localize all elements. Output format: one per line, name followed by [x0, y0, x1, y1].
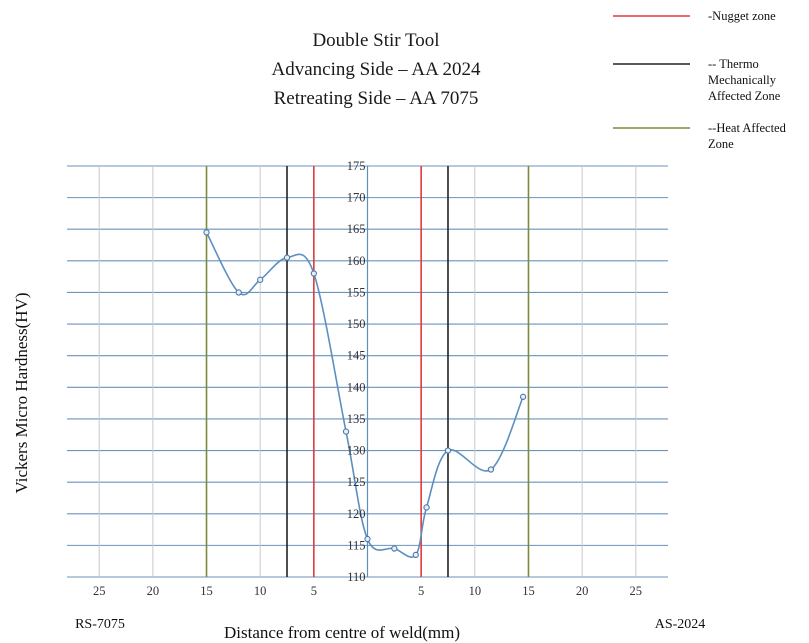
- y-tick-label: 140: [347, 380, 366, 394]
- x-tick-label: 15: [200, 584, 213, 598]
- chart-title: Double Stir Tool Advancing Side – AA 202…: [272, 30, 481, 109]
- x-tick-label: 25: [630, 584, 643, 598]
- data-point: [235, 289, 242, 296]
- y-tick-labels: 110 115 120 125 130 135 140 145 150 155 160 165 170 1…: [347, 159, 366, 584]
- x-tick-labels: 25 20 15 10 5 5 10 15 20 25: [93, 584, 642, 598]
- data-point: [444, 447, 452, 454]
- y-tick-label: 160: [347, 254, 366, 268]
- chart-title-line-3: Retreating Side – AA 7075: [274, 88, 479, 109]
- data-point: [257, 276, 264, 283]
- y-tick-label: 170: [347, 191, 366, 205]
- legend-entry-text: Mechanically: [708, 73, 777, 87]
- data-point: [364, 535, 371, 543]
- data-point: [342, 428, 350, 435]
- chart-grid: [67, 165, 668, 578]
- y-tick-label: 110: [347, 570, 365, 584]
- y-tick-label: 145: [347, 349, 366, 363]
- x-tick-label: 20: [147, 584, 160, 598]
- x-tick-label: 25: [93, 584, 106, 598]
- legend-entry-text: -Nugget zone: [708, 9, 776, 23]
- y-tick-label: 150: [347, 317, 366, 331]
- data-point: [391, 545, 398, 552]
- legend-entry-text: Affected Zone: [708, 89, 781, 103]
- x-tick-label: 10: [254, 584, 267, 598]
- data-series: [203, 229, 527, 559]
- chart-title-line-1: Double Stir Tool: [312, 30, 439, 51]
- legend-entry-text: -- Thermo: [708, 57, 759, 71]
- data-point: [487, 466, 495, 473]
- x-left-side-label: RS-7075: [75, 617, 125, 632]
- y-tick-label: 130: [347, 444, 366, 458]
- legend-entry-text: --Heat Affected: [708, 121, 787, 135]
- x-tick-label: 5: [418, 584, 424, 598]
- y-tick-label: 175: [347, 159, 366, 173]
- x-axis-label: Distance from centre of weld(mm): [224, 623, 460, 642]
- x-tick-label: 10: [469, 584, 482, 598]
- data-point: [283, 254, 291, 261]
- legend-entry-text: Zone: [708, 137, 734, 151]
- y-tick-label: 155: [347, 285, 366, 299]
- chart-legend: -Nugget zone -- Thermo Mechanically Affecte…: [613, 9, 787, 151]
- x-tick-label: 5: [311, 584, 317, 598]
- y-tick-label: 165: [347, 222, 366, 236]
- data-point: [412, 551, 419, 559]
- x-right-side-label: AS-2024: [655, 617, 706, 632]
- data-point: [203, 229, 210, 236]
- y-axis-label: Vickers Micro Hardness(HV): [12, 292, 31, 493]
- y-tick-label: 120: [347, 507, 366, 521]
- chart-title-line-2: Advancing Side – AA 2024: [272, 59, 481, 80]
- data-point: [310, 270, 317, 277]
- x-tick-label: 20: [576, 584, 589, 598]
- data-point: [519, 393, 527, 400]
- data-point: [423, 504, 430, 511]
- y-tick-label: 125: [347, 475, 366, 489]
- y-tick-label: 115: [347, 538, 365, 552]
- y-tick-label: 135: [347, 412, 366, 426]
- x-tick-label: 15: [522, 584, 535, 598]
